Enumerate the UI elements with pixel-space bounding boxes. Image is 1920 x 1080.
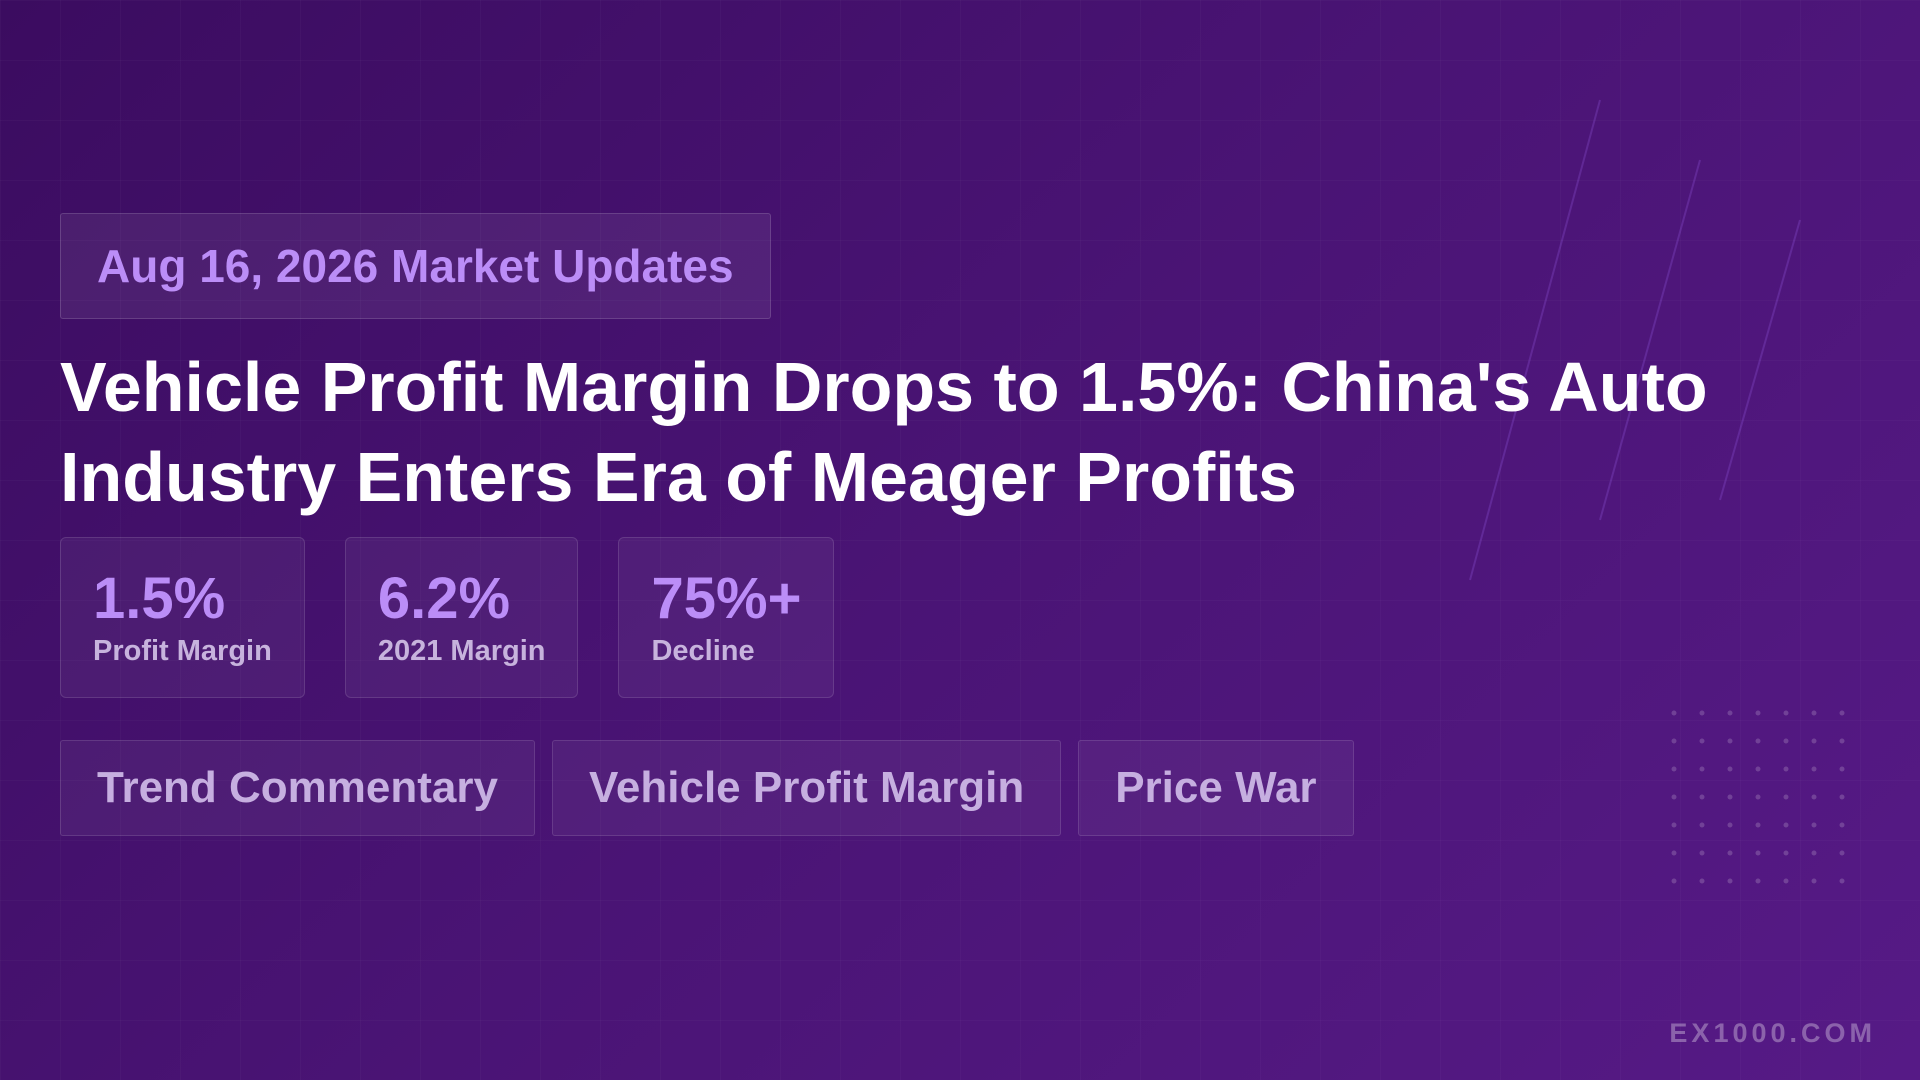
brand: EX1000.COM bbox=[1669, 1018, 1876, 1048]
dot bbox=[1839, 878, 1845, 884]
deco-line bbox=[1599, 159, 1701, 521]
dot bbox=[1699, 822, 1705, 828]
headline: Vehicle Profit Margin Drops to 1.5%: Chi… bbox=[60, 348, 1708, 516]
dot bbox=[1727, 738, 1733, 744]
tag[interactable]: Vehicle Profit Margin bbox=[551, 740, 1062, 836]
dot bbox=[1783, 766, 1789, 772]
dot bbox=[1755, 878, 1761, 884]
stat-card: 75%+ Decline bbox=[618, 537, 835, 698]
dot bbox=[1699, 794, 1705, 800]
dot bbox=[1671, 710, 1677, 716]
dot bbox=[1727, 878, 1733, 884]
deco-line bbox=[1469, 99, 1601, 581]
dot bbox=[1699, 710, 1705, 716]
dot bbox=[1783, 822, 1789, 828]
dot bbox=[1727, 850, 1733, 856]
deco-line bbox=[1719, 219, 1801, 501]
dot bbox=[1839, 794, 1845, 800]
tag[interactable]: Trend Commentary bbox=[60, 740, 535, 836]
stat-label: 2021 Margin bbox=[377, 635, 546, 667]
dot bbox=[1755, 822, 1761, 828]
dot bbox=[1671, 766, 1677, 772]
stat-card: 1.5% Profit Margin bbox=[60, 537, 305, 698]
dot bbox=[1811, 850, 1817, 856]
dot bbox=[1699, 766, 1705, 772]
dot bbox=[1727, 794, 1733, 800]
dot bbox=[1755, 738, 1761, 744]
dot bbox=[1699, 738, 1705, 744]
dot bbox=[1783, 878, 1789, 884]
dot bbox=[1811, 738, 1817, 744]
tags: Trend Commentary Vehicle Profit Margin P… bbox=[60, 740, 1354, 836]
dot bbox=[1839, 710, 1845, 716]
date-badge: Aug 16, 2026 Market Updates bbox=[60, 213, 771, 319]
dot bbox=[1811, 794, 1817, 800]
dot bbox=[1839, 738, 1845, 744]
dot bbox=[1671, 850, 1677, 856]
stat-value: 1.5% bbox=[93, 566, 226, 631]
dot bbox=[1783, 794, 1789, 800]
dot bbox=[1783, 738, 1789, 744]
dot bbox=[1811, 878, 1817, 884]
dot bbox=[1839, 822, 1845, 828]
stat-label: Decline bbox=[651, 635, 755, 667]
stat-card: 6.2% 2021 Margin bbox=[344, 537, 579, 698]
dot bbox=[1839, 850, 1845, 856]
dot bbox=[1755, 850, 1761, 856]
stat-label: Profit Margin bbox=[93, 635, 272, 667]
dot bbox=[1839, 766, 1845, 772]
dot bbox=[1811, 766, 1817, 772]
dot bbox=[1727, 710, 1733, 716]
dot bbox=[1727, 766, 1733, 772]
dot bbox=[1671, 738, 1677, 744]
dot bbox=[1811, 822, 1817, 828]
dot bbox=[1699, 850, 1705, 856]
stats: 1.5% Profit Margin 6.2% 2021 Margin 75%+… bbox=[60, 537, 835, 698]
dot bbox=[1671, 822, 1677, 828]
dot bbox=[1727, 822, 1733, 828]
dot bbox=[1671, 878, 1677, 884]
stat-value: 75%+ bbox=[651, 566, 802, 631]
dot bbox=[1755, 766, 1761, 772]
tag[interactable]: Price War bbox=[1078, 740, 1354, 836]
dot-grid bbox=[1671, 710, 1845, 884]
dot bbox=[1783, 850, 1789, 856]
stat-value: 6.2% bbox=[377, 566, 511, 631]
dot bbox=[1783, 710, 1789, 716]
dot bbox=[1755, 710, 1761, 716]
dot bbox=[1671, 794, 1677, 800]
dot bbox=[1755, 794, 1761, 800]
dot bbox=[1811, 710, 1817, 716]
dot bbox=[1699, 878, 1705, 884]
